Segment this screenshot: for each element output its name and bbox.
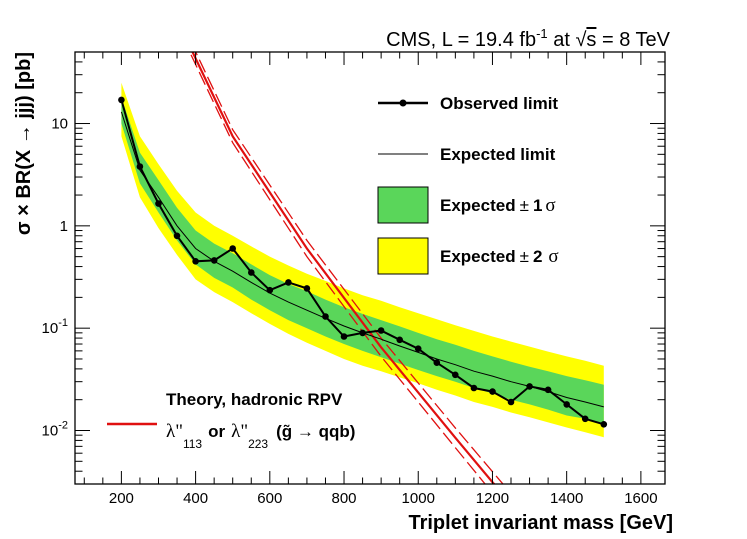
observed-point [155,200,162,207]
theory-lambda-2: λ" [231,421,248,442]
x-tick-label: 1400 [550,490,583,507]
title-pre: CMS, L = 19.4 fb [386,29,536,51]
observed-point [414,345,422,353]
plot-frame [74,51,666,485]
legend-sigma2-num: 2 [533,247,542,266]
observed-point [377,327,385,334]
theory-line [191,52,496,484]
theory-band-high [194,52,504,484]
y-tick-label: 10 [51,116,68,133]
legend-sigma2-swatch [377,237,429,275]
title-sup: -1 [536,26,548,41]
observed-point [359,329,366,337]
x-tick-label: 400 [183,490,208,507]
x-tick-label: 1600 [624,490,657,507]
observed-point [563,401,570,408]
title-post: = 8 TeV [596,29,670,51]
theory-band-low [188,52,486,484]
theory-legend: Theory, hadronic RPV λ"113or λ"223(g̃ → q… [107,390,355,451]
title-radical: √ [575,29,586,51]
sigma1-band [121,97,604,425]
theory-legend-label: λ"113or λ"223(g̃ → qqb) [166,421,355,451]
observed-point [600,421,608,428]
legend-sigma2-text: Expected [440,247,516,266]
y-axis-label: σ × BR(X → jjj) [pb] [13,52,35,235]
theory-sub-1: 113 [183,437,202,451]
observed-point [581,415,589,423]
observed-point [433,359,441,367]
legend-observed-label: Observed limit [440,94,558,113]
theory-or: or [208,422,225,441]
legend-sigma1-pm: ± [520,196,529,215]
observed-point [544,386,552,394]
observed-point [266,286,274,294]
y-tick-label: 10-2 [42,419,68,439]
legend-sigma2-label: Expected ±2 σ [440,246,559,267]
observed-point [192,258,199,265]
observed-point [452,371,459,379]
observed-point [507,398,515,406]
ticks-layer: 200 400 600 800 1000 1200 1400 1600 10-2 10-1 1 10 [42,51,665,507]
observed-point [526,383,533,390]
legend-sigma1-swatch [377,186,429,224]
legend-expected-label: Expected limit [440,145,556,164]
sigma2-band [121,82,604,438]
chart-title: CMS, L = 19.4 fb-1 at √s = 8 TeV [386,26,670,51]
bands-layer [121,82,604,438]
x-tick-label: 1000 [402,490,435,507]
observed-point [210,257,218,264]
theory-legend-title: Theory, hadronic RPV [166,390,343,409]
legend-sigma1-text: Expected [440,196,516,215]
theory-decay: (g̃ → qqb) [276,422,355,441]
theory-sub-2: 223 [248,437,268,451]
observed-point [173,232,181,240]
theory-lambda-1: λ" [166,421,183,442]
y-tick-label: 10-1 [42,317,68,337]
x-tick-label: 600 [257,490,282,507]
observed-point [118,96,125,104]
title-rad: s [586,29,596,51]
x-tick-label: 1200 [476,490,509,507]
legend-sigma2-sym: σ [548,246,558,267]
title-mid: at [548,29,576,51]
observed-point [285,279,292,286]
observed-point [322,313,329,320]
legend-sigma1-label: Expected ±1 σ [440,195,556,216]
legend-sigma1-num: 1 [533,196,542,215]
observed-point [229,245,236,252]
legend: Observed limit Expected limit Expected ±1… [377,94,559,275]
observed-point [136,163,144,170]
x-axis-label: Triplet invariant mass [GeV] [408,512,673,534]
x-tick-label: 200 [109,490,134,507]
observed-point [303,285,311,292]
legend-sigma2-pm: ± [520,247,529,266]
observed-point [248,269,255,276]
observed-point [489,388,496,395]
legend-sigma1-sym: σ [545,195,555,216]
lines-layer [118,52,608,484]
legend-observed-marker [399,99,407,107]
x-tick-label: 800 [332,490,357,507]
y-tick-label: 1 [60,218,68,235]
observed-point [340,333,348,340]
observed-point [470,384,478,392]
observed-point [396,336,404,344]
